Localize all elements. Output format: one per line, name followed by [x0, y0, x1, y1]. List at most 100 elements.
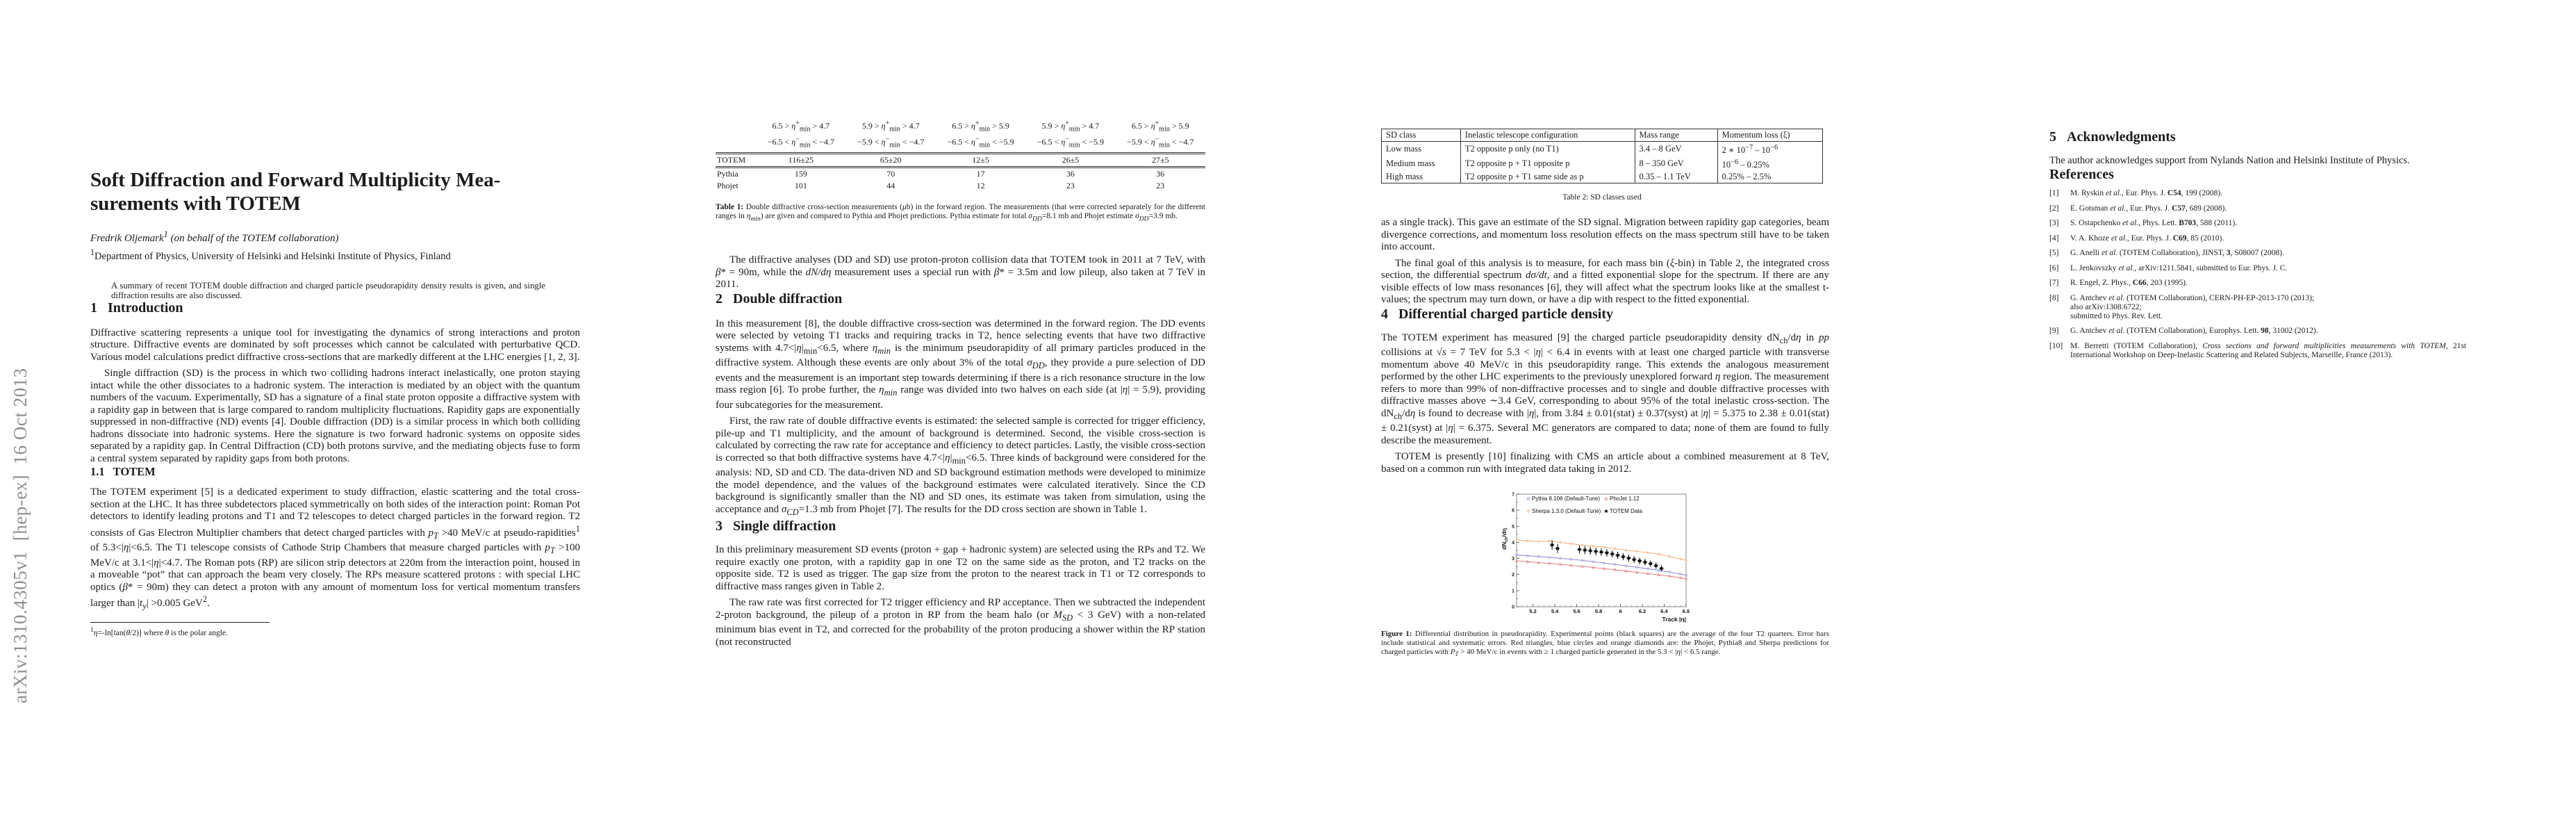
subsection-number: 1.1 [90, 465, 105, 479]
table-1: 6.5 > η+min > 4.7 −6.5 < η−min < −4.7 5.9… [716, 118, 1205, 192]
paragraph: Single diffraction (SD) is the process i… [90, 368, 580, 464]
reference-number: [6] [2049, 263, 2059, 272]
table-cell: 17 [976, 168, 985, 179]
reference-item: [8] G. Antchev et al. (TOTEM Collaboratio… [2049, 294, 2466, 321]
reference-number: [2] [2049, 204, 2059, 213]
reference-number: [5] [2049, 249, 2059, 257]
table-1-corner [716, 118, 757, 154]
section-number: 2 [716, 291, 723, 306]
row-label: Pythia [717, 168, 738, 179]
table-cell: 44 [886, 180, 895, 190]
svg-text:4: 4 [1512, 541, 1514, 546]
page-1: Soft Diffraction and Forward Multiplicit… [90, 0, 580, 638]
author-line: Fredrik Oljemark1 (on behalf of the TOTE… [90, 229, 339, 244]
reference-text: E. Gotsman et al., Eur. Phys. J. C57, 68… [2070, 204, 2227, 213]
reference-number: [1] [2049, 189, 2059, 197]
section-heading-acknowledgments: 5 Acknowledgments [2049, 129, 2466, 145]
table-1-col-header: 5.9 > η+min > 4.7 −5.9 < η−min < −4.7 [845, 118, 936, 154]
svg-text:6: 6 [1619, 608, 1621, 614]
table-cell: Medium mass [1381, 156, 1461, 172]
reference-number: [10] [2049, 341, 2063, 350]
svg-text:PhoJet 1.12: PhoJet 1.12 [1610, 496, 1640, 502]
table-1-col-header: 6.5 > η+min > 4.7 −6.5 < η−min < −4.7 [756, 118, 846, 154]
svg-text:6.6: 6.6 [1683, 608, 1690, 614]
paragraph: In this measurement [8], the double diff… [716, 318, 1206, 411]
section-title: References [2049, 167, 2114, 182]
table-cell: 27±5 [1115, 153, 1205, 168]
table-2-caption: Table 2: SD classes used [1562, 193, 1642, 202]
reference-item: [6] L. Jenkovszky et al., arXiv:1211.5841… [2049, 264, 2466, 273]
reference-list: [1] M. Ryskin et al., Eur. Phys. J. C54, … [2049, 189, 2466, 360]
reference-item: [9] G. Antchev et al. (TOTEM Collaboratio… [2049, 327, 2466, 336]
reference-item: [1] M. Ryskin et al., Eur. Phys. J. C54, … [2049, 189, 2466, 198]
svg-text:2: 2 [1512, 573, 1514, 578]
section-heading-references: References [2049, 167, 2466, 183]
table-2-col-header: Momentum loss (ξ) [1717, 129, 1823, 142]
svg-text:1: 1 [1512, 589, 1514, 594]
svg-text:dNch/dη: dNch/dη [1501, 528, 1509, 550]
svg-text:6.4: 6.4 [1660, 608, 1668, 614]
table-cell: 10−6 – 0.25% [1717, 156, 1823, 172]
reference-text: L. Jenkovszky et al., arXiv:1211.5841, s… [2070, 263, 2288, 272]
svg-text:5.8: 5.8 [1595, 608, 1602, 614]
table-cell: High mass [1381, 171, 1461, 183]
footnote-rule [90, 621, 270, 623]
section-title: Double diffraction [733, 291, 843, 306]
table-row: Medium mass T2 opposite p + T1 opposite … [1381, 156, 1823, 172]
reference-item: [3] S. Ostapchenko et al., Phys. Lett. B7… [2049, 219, 2466, 228]
section-heading-double-diffraction: 2 Double diffraction [716, 291, 1205, 307]
section-title: Introduction [108, 300, 183, 316]
table-2-col-header: Mass range [1634, 129, 1718, 142]
reference-text: S. Ostapchenko et al., Phys. Lett. B703,… [2070, 219, 2238, 227]
table-1-col-header: 6.5 > η+min > 5.9 −5.9 < η−min < −4.7 [1115, 118, 1205, 154]
page-4: 5 Acknowledgments The author acknowledges… [2049, 0, 2466, 366]
reference-item: [5] G. Anelli et al. (TOTEM Collaboration… [2049, 249, 2466, 258]
svg-text:6: 6 [1512, 509, 1514, 514]
table-cell: 12 [976, 180, 985, 190]
table-2-header-row: SD class Inelastic telescope configurati… [1381, 129, 1823, 142]
paragraph: First, the raw rate of double diffractiv… [716, 416, 1205, 517]
table-cell: 159 [794, 168, 807, 179]
table-2-col-header: Inelastic telescope configuration [1460, 129, 1635, 142]
svg-text:Sherpa 1.3.0 (Default-Tune): Sherpa 1.3.0 (Default-Tune) [1532, 508, 1601, 514]
table-cell: 12±5 [935, 153, 1026, 168]
table-2: SD class Inelastic telescope configurati… [1381, 129, 1823, 184]
reference-text: R. Engel, Z. Phys., C66, 203 (1995). [2070, 279, 2188, 287]
abstract: A summary of recent TOTEM double diffrac… [111, 280, 545, 300]
table-cell: T2 opposite p only (no T1) [1460, 141, 1635, 157]
table-cell: 23 [1156, 180, 1165, 190]
paragraph: The TOTEM experiment has measured [9] th… [1381, 332, 1830, 446]
reference-item: [4] V. A. Khoze et al., Eur. Phys. J. C69… [2049, 234, 2466, 243]
paragraph: The TOTEM experiment [5] is a dedicated … [90, 486, 580, 612]
table-cell: 23 [1066, 180, 1075, 190]
section-number: 4 [1381, 306, 1388, 322]
table-cell: 3.4 – 8 GeV [1634, 141, 1718, 157]
table-cell: 36 [1156, 168, 1165, 179]
subsection-heading-totem: 1.1 TOTEM [90, 465, 580, 479]
table-1-col-header: 5.9 > η+min > 4.7 −6.5 < η−min < −5.9 [1025, 118, 1116, 154]
figure-1: 0 1 2 3 4 5 6 7 5.2 5.4 5.6 5.8 6 6.2 6.4 6.6 Pythia 8.1… [1381, 485, 1829, 624]
section-number: 3 [716, 518, 723, 534]
table-cell: 26±5 [1025, 153, 1116, 168]
section-number: 5 [2049, 129, 2056, 145]
reference-number: [4] [2049, 234, 2059, 243]
table-cell: 0.25% – 2.5% [1717, 171, 1823, 183]
svg-text:Track |η|: Track |η| [1662, 616, 1686, 623]
svg-text:5.2: 5.2 [1529, 608, 1536, 614]
reference-number: [9] [2049, 327, 2059, 335]
table-1-caption: Table 1: Double diffractive cross-sectio… [716, 202, 1205, 223]
svg-text:5.4: 5.4 [1551, 608, 1559, 614]
paragraph: The final goal of this analysis is to me… [1381, 257, 1830, 306]
row-label: Phojet [717, 180, 738, 190]
table-row: Pythia 159 70 17 36 36 [716, 167, 1205, 180]
table-cell: 65±20 [845, 153, 936, 168]
table-row: High mass T2 opposite p + T1 same side a… [1381, 171, 1823, 183]
svg-text:5.6: 5.6 [1573, 608, 1580, 614]
table-1-col-header: 6.5 > η+min > 5.9 −6.5 < η−min < −5.9 [935, 118, 1026, 154]
table-cell: 2 ∗ 10−7 – 10−6 [1717, 141, 1823, 157]
paragraph: The raw rate was first corrected for T2 … [716, 597, 1206, 648]
reference-text: M. Berretti (TOTEM Collaboration), Cross… [2070, 341, 2467, 359]
page-2: 6.5 > η+min > 4.7 −6.5 < η−min < −4.7 5.9… [716, 0, 1205, 648]
paragraph: The diffractive analyses (DD and SD) use… [716, 254, 1206, 291]
figure-1-caption: Figure 1: Differential distribution in p… [1381, 630, 1829, 658]
